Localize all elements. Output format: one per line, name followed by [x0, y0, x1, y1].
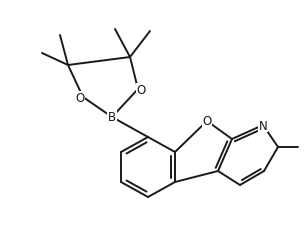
Text: O: O — [75, 92, 85, 105]
Text: B: B — [108, 111, 116, 124]
Text: O: O — [202, 115, 212, 128]
Text: N: N — [259, 119, 267, 132]
Text: O: O — [136, 84, 146, 97]
